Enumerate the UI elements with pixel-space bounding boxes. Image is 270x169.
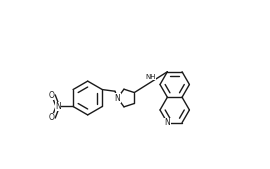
Text: N: N bbox=[115, 93, 120, 103]
Text: NH: NH bbox=[146, 74, 156, 80]
Text: O: O bbox=[48, 91, 54, 100]
Text: N: N bbox=[55, 102, 61, 111]
Text: N: N bbox=[164, 118, 170, 127]
Text: O: O bbox=[48, 113, 54, 122]
